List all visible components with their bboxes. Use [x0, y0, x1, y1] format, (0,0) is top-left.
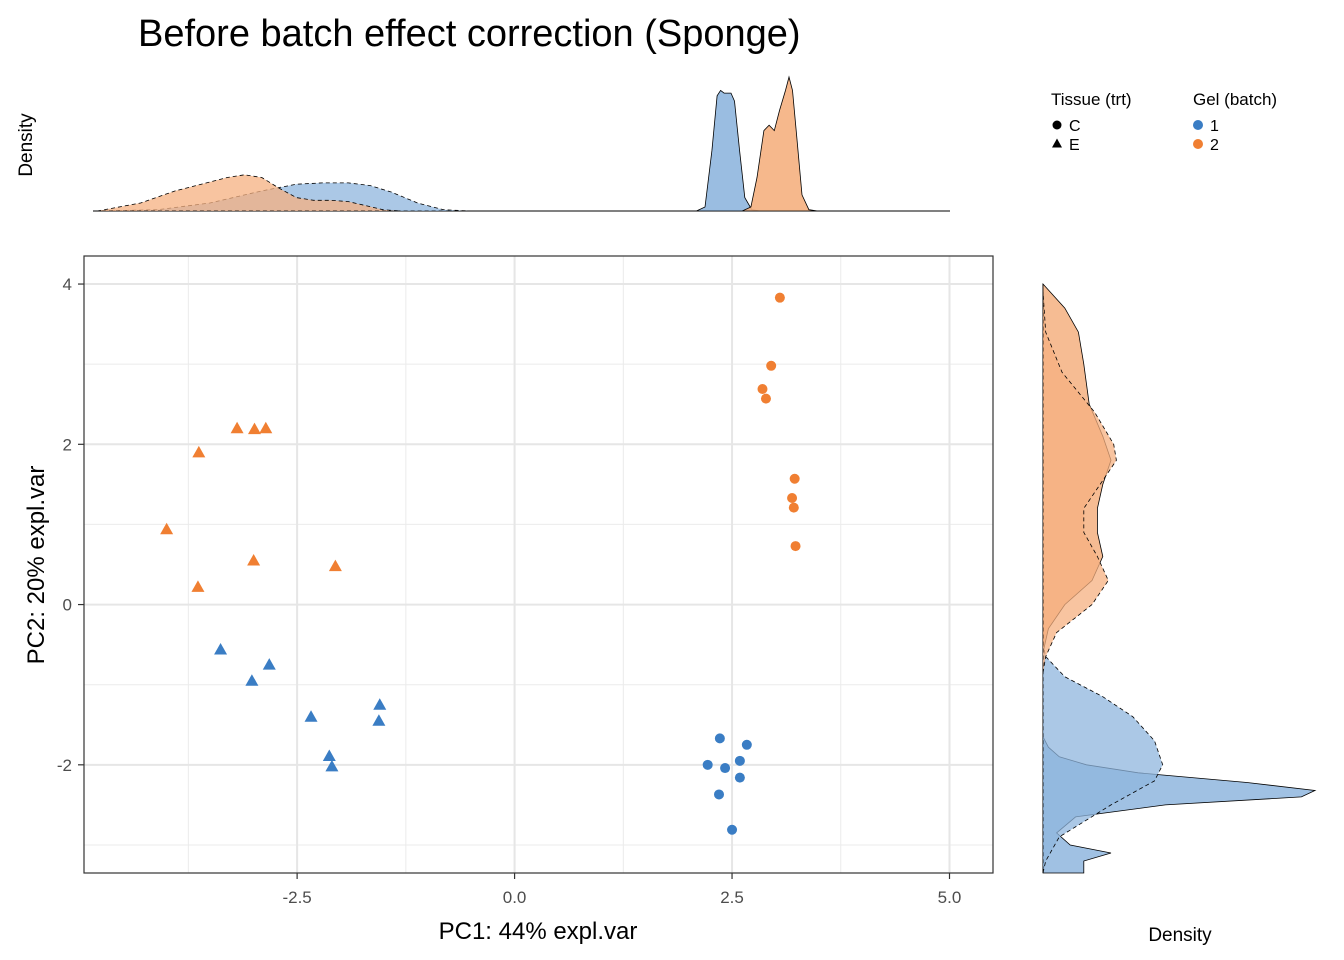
data-point-circle [741, 739, 752, 750]
legend-key-batch-1 [1193, 120, 1203, 130]
right-density-curve-e-2 [1042, 292, 1117, 673]
data-point-triangle [322, 749, 336, 762]
right-density-curve-e-1 [1042, 644, 1164, 874]
legend-label-c: C [1069, 118, 1081, 135]
x-tick-label: -2.5 [282, 888, 311, 907]
grid-lines [84, 256, 993, 873]
data-point-circle [790, 541, 801, 552]
x-tick-label: 2.5 [720, 888, 744, 907]
legend-label-e: E [1069, 137, 1080, 154]
legend-key-circle [1052, 120, 1062, 130]
legend-label-batch-2: 2 [1210, 137, 1219, 154]
data-point-circle [774, 292, 785, 303]
top-density-curve-e-2 [97, 174, 401, 212]
plot-border [83, 255, 994, 874]
data-point-circle [760, 393, 771, 404]
top-density-axis-label: Density [16, 113, 37, 177]
data-point-triangle [262, 658, 276, 670]
data-point-triangle [192, 445, 206, 458]
data-point-triangle [259, 421, 273, 434]
legend: Tissue (trt) Gel (batch) C E 1 2 [1051, 90, 1277, 154]
data-point-triangle [304, 710, 318, 722]
y-tick-label: -2 [57, 756, 72, 775]
data-point-triangle [372, 714, 386, 726]
legend-title-tissue: Tissue (trt) [1051, 90, 1132, 109]
top-density-curve-c-2 [742, 75, 818, 212]
legend-key-batch-2 [1193, 139, 1203, 149]
x-axis-title: PC1: 44% expl.var [439, 918, 638, 945]
data-point-triangle [373, 698, 387, 710]
data-points [160, 292, 801, 835]
data-point-triangle [247, 422, 261, 435]
data-point-circle [713, 789, 724, 800]
top-marginal-density [93, 75, 950, 212]
data-point-circle [766, 360, 777, 371]
y-axis: -2 0 2 4 [57, 275, 84, 775]
data-point-circle [788, 502, 799, 513]
legend-label-batch-1: 1 [1210, 118, 1219, 135]
plot-background [84, 256, 993, 873]
data-point-triangle [214, 642, 228, 655]
top-density-curve-c-1 [696, 89, 761, 212]
y-axis-title: PC2: 20% expl.var [23, 466, 50, 665]
data-point-circle [720, 763, 731, 774]
data-point-circle [789, 473, 800, 484]
legend-key-triangle [1052, 138, 1062, 148]
data-point-triangle [325, 759, 339, 772]
y-tick-label: 0 [63, 596, 72, 615]
data-point-triangle [230, 421, 244, 434]
data-point-triangle [245, 674, 259, 686]
right-marginal-density [1042, 282, 1317, 874]
data-point-circle [702, 759, 713, 770]
legend-title-batch: Gel (batch) [1193, 90, 1277, 109]
scatter-plot-panel: -2.5 0.0 2.5 5.0 -2 0 2 4 [57, 255, 994, 907]
x-axis: -2.5 0.0 2.5 5.0 [282, 873, 961, 907]
data-point-circle [714, 733, 725, 744]
y-tick-label: 2 [63, 435, 72, 454]
data-point-triangle [247, 553, 261, 566]
chart-title: Before batch effect correction (Sponge) [138, 13, 801, 55]
data-point-circle [757, 384, 768, 395]
y-tick-label: 4 [63, 275, 72, 294]
data-point-triangle [160, 522, 174, 535]
data-point-circle [787, 492, 798, 503]
data-point-triangle [191, 580, 205, 592]
data-point-circle [727, 824, 738, 835]
right-density-axis-label: Density [1148, 925, 1212, 946]
data-point-triangle [328, 559, 342, 572]
data-point-circle [734, 755, 745, 766]
x-tick-label: 0.0 [503, 888, 527, 907]
x-tick-label: 5.0 [938, 888, 962, 907]
data-point-circle [734, 772, 745, 783]
